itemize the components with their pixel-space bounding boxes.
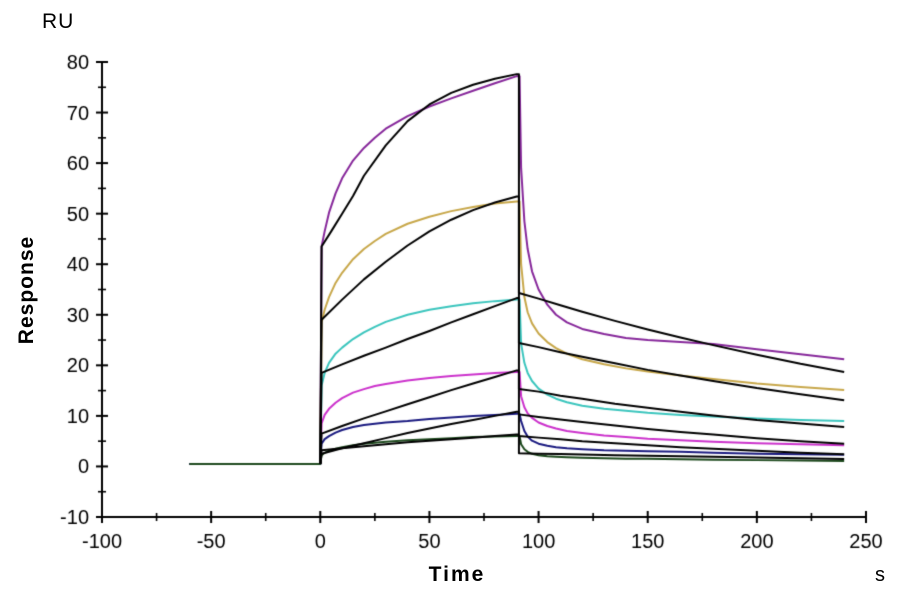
x-axis-title: Time <box>428 563 486 586</box>
y-axis-unit-label: RU <box>42 10 75 33</box>
x-axis-unit-label: s <box>875 564 885 586</box>
y-axis-title: Response <box>15 235 38 345</box>
